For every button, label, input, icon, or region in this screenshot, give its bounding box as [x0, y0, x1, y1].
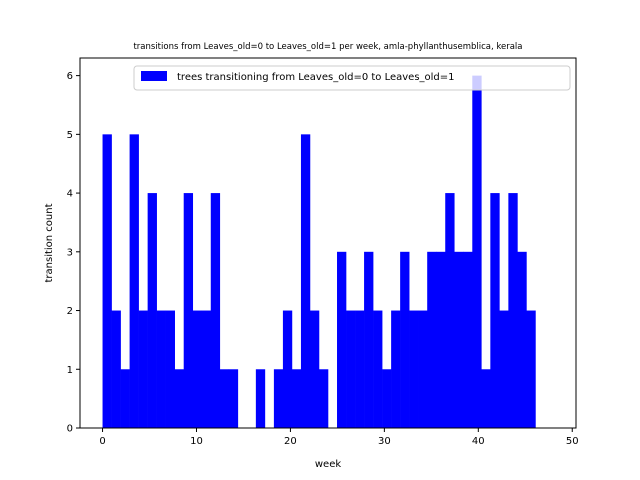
bar: [445, 193, 455, 428]
x-tick-label: 30: [378, 436, 391, 447]
bar: [102, 134, 112, 428]
bar: [165, 310, 175, 428]
y-tick-label: 6: [67, 71, 73, 82]
bar: [373, 310, 383, 428]
bar: [472, 75, 482, 428]
bar: [201, 310, 212, 428]
bar: [138, 310, 148, 428]
bar: [219, 369, 230, 428]
bar: [382, 369, 392, 428]
legend-frame: [133, 65, 571, 91]
bar: [346, 310, 356, 428]
bar: [120, 369, 130, 428]
y-tick-label: 2: [67, 306, 73, 317]
x-tick-label: 40: [472, 436, 485, 447]
bar: [174, 369, 185, 428]
bar: [228, 369, 239, 428]
x-ticks: 0 10 20 30 40 50: [99, 428, 579, 447]
bar: [490, 193, 500, 428]
y-axis-label: transition count: [44, 203, 55, 282]
bar: [337, 251, 347, 428]
bar: [427, 251, 437, 428]
bar: [418, 310, 428, 428]
bar: [291, 369, 302, 428]
plot-frame: [79, 57, 577, 429]
legend: trees transitioning from Leaves_old=0 to…: [133, 65, 571, 91]
bar: [156, 310, 166, 428]
x-axis-label: week: [315, 459, 341, 470]
y-tick-label: 4: [67, 189, 73, 200]
x-tick-label: 10: [190, 436, 203, 447]
legend-swatch: [141, 71, 167, 81]
bar: [391, 310, 401, 428]
y-tick-label: 5: [67, 130, 73, 141]
bar: [210, 193, 221, 428]
bar: [499, 310, 509, 428]
y-ticks: 0 1 2 3 4 5 6: [67, 71, 80, 435]
bar: [526, 310, 536, 428]
bar: [454, 251, 464, 428]
bar: [355, 310, 365, 428]
y-tick-label: 3: [67, 247, 73, 258]
x-tick-label: 50: [566, 436, 579, 447]
bar: [255, 369, 266, 428]
legend-label: trees transitioning from Leaves_old=0 to…: [177, 72, 455, 83]
bar: [111, 310, 121, 428]
bar: [309, 310, 320, 428]
bar: [436, 251, 446, 428]
chart-title: transitions from Leaves_old=0 to Leaves_…: [133, 42, 522, 52]
x-tick-label: 0: [99, 436, 105, 447]
bar: [192, 310, 203, 428]
bar: [463, 251, 473, 428]
bar: [300, 134, 311, 428]
bar: [481, 369, 491, 428]
bar: [282, 310, 293, 428]
bar: [129, 134, 139, 428]
bar: [273, 369, 284, 428]
bar: [409, 310, 419, 428]
bar: [400, 251, 410, 428]
bar: [147, 193, 157, 428]
bar: [517, 251, 527, 428]
y-tick-label: 0: [67, 424, 73, 435]
bar: [183, 193, 194, 428]
bar: [318, 369, 329, 428]
bars-group: [102, 75, 536, 428]
bar: [508, 193, 518, 428]
bar: [364, 251, 374, 428]
x-tick-label: 20: [284, 436, 297, 447]
y-tick-label: 1: [67, 365, 73, 376]
